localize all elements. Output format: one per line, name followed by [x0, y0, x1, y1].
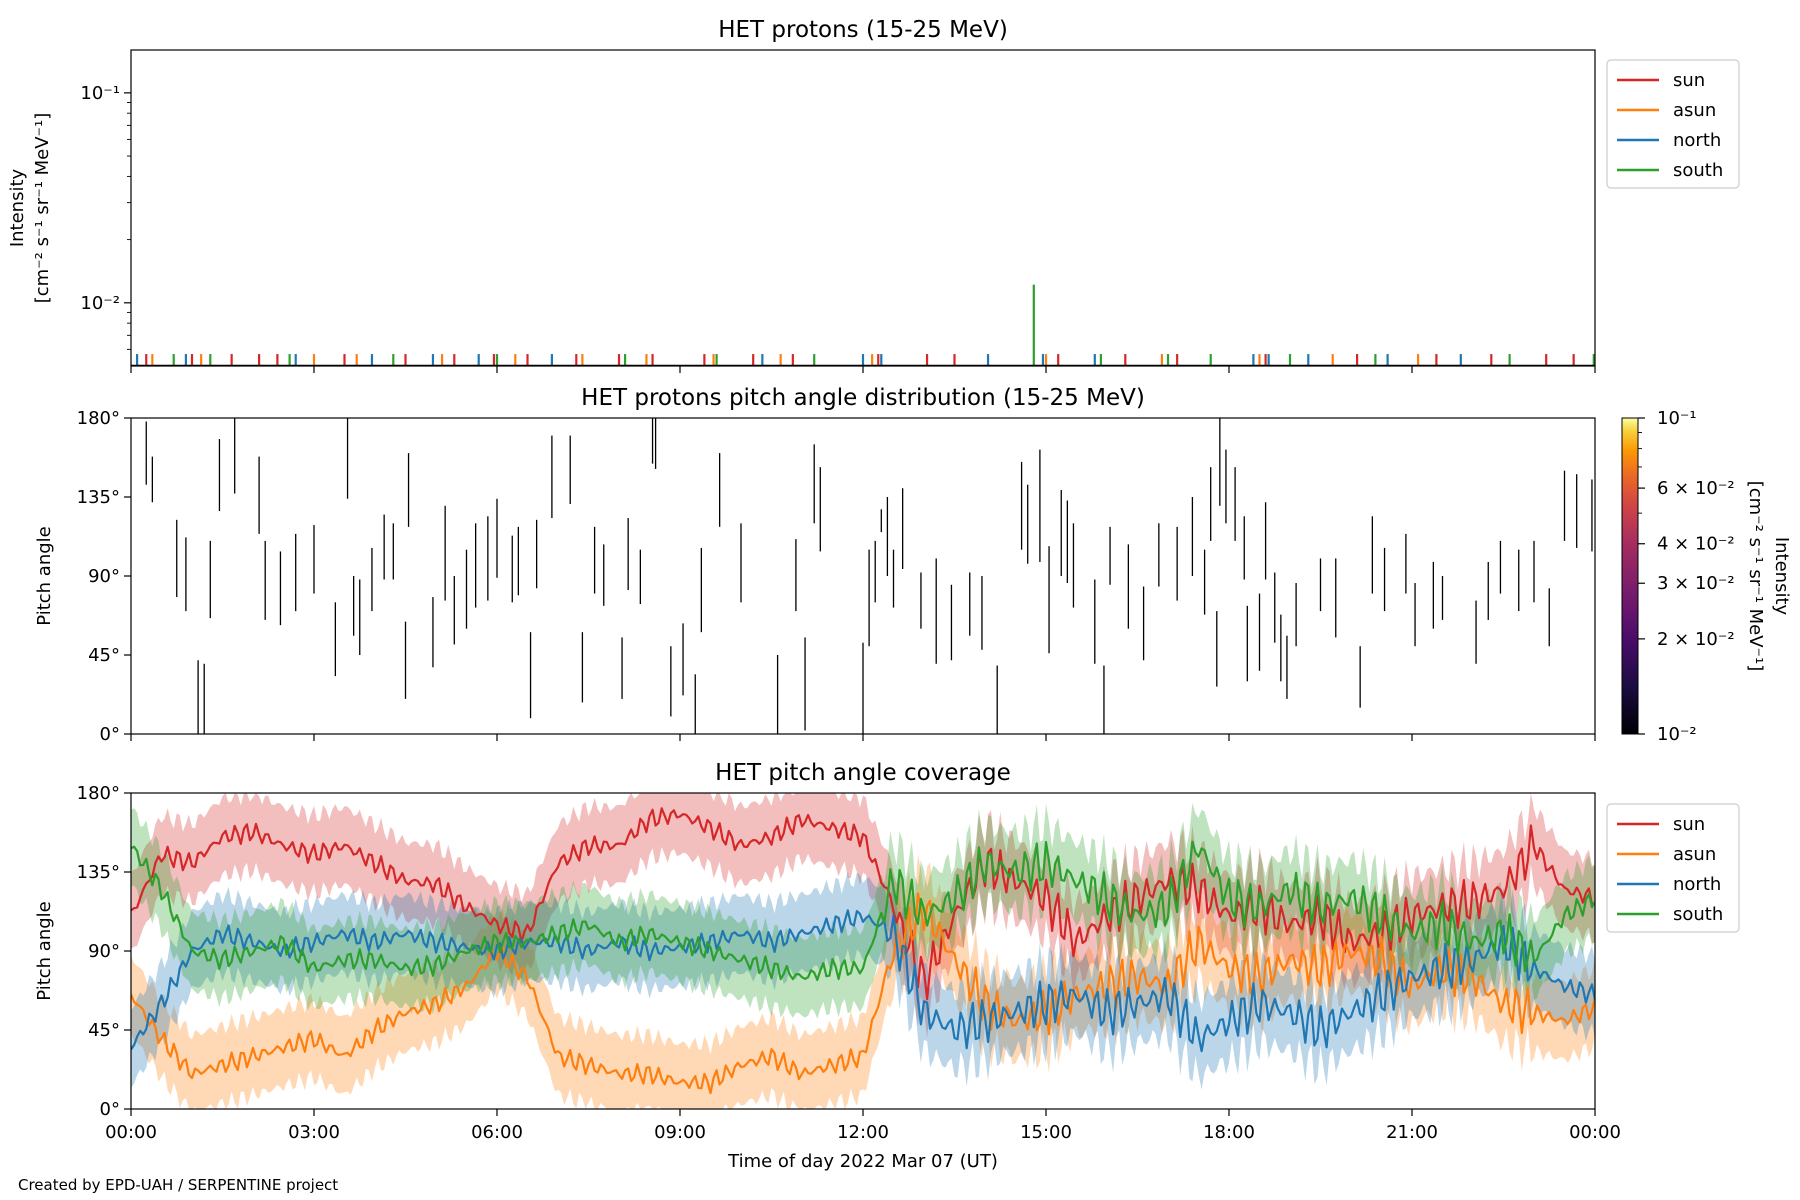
panel1-plot-area	[131, 284, 1595, 366]
x-tick-label: 21:00	[1386, 1122, 1438, 1143]
legend-label-north: north	[1673, 874, 1721, 895]
x-tick-label: 09:00	[654, 1122, 706, 1143]
credit-text: Created by EPD-UAH / SERPENTINE project	[18, 1176, 338, 1194]
panel3-plot-area	[131, 793, 1595, 1109]
x-axis: 00:00 03:00 06:00 09:00 12:00 15:00 18:00 21:00…	[105, 366, 1621, 1143]
panel3-ytick-label: 135°	[77, 862, 120, 883]
panel3-legend: sun asun north south	[1606, 803, 1740, 933]
panel2-ylabel: Pitch angle	[34, 526, 55, 625]
panel2-y-axis: 0° 45° 90° 135° 180°	[77, 408, 131, 745]
colorbar-tick-label: 10⁻²	[1657, 724, 1697, 745]
x-tick-label: 00:00	[105, 1122, 157, 1143]
panel2-plot-area	[145, 418, 1593, 734]
panel2-ytick-label: 45°	[88, 645, 120, 666]
legend-label-asun: asun	[1673, 844, 1716, 865]
coverage-line-south	[131, 840, 1595, 982]
x-tick-label: 06:00	[471, 1122, 523, 1143]
colorbar-units: [cm⁻² s⁻¹ sr⁻¹ MeV⁻¹]	[1745, 481, 1766, 672]
panel1: 10⁻² 10⁻¹ Intensity [cm⁻² s⁻¹ sr⁻¹ MeV⁻¹]…	[7, 49, 1740, 367]
panel1-legend: sun asun north south	[1606, 59, 1740, 189]
panel1-ytick-label: 10⁻¹	[80, 83, 120, 104]
panel1-frame	[130, 49, 1596, 367]
coverage-band-asun	[131, 854, 1595, 1109]
colorbar-tick-label: 2 × 10⁻²	[1657, 629, 1735, 650]
colorbar-tick-label: 3 × 10⁻²	[1657, 573, 1735, 594]
panel2-title: HET protons pitch angle distribution (15…	[581, 385, 1145, 411]
panel3-ytick-label: 45°	[88, 1020, 120, 1041]
panel2: 0° 45° 90° 135° 180° Pitch angle 10⁻² 2 × 10⁻…	[34, 408, 1792, 745]
colorbar-gradient	[1621, 417, 1639, 735]
panel3-ylabel: Pitch angle	[34, 901, 55, 1000]
colorbar: 10⁻² 2 × 10⁻² 3 × 10⁻² 4 × 10⁻² 6 × 10⁻² 10⁻¹…	[1621, 408, 1792, 745]
colorbar-tick-label: 4 × 10⁻²	[1657, 534, 1735, 555]
panel3-ytick-label: 180°	[77, 783, 120, 804]
legend-label-south: south	[1673, 160, 1723, 181]
legend-box	[1606, 803, 1740, 933]
legend-label-north: north	[1673, 130, 1721, 151]
coverage-line-asun	[131, 892, 1595, 1095]
panel3-ytick-label: 90°	[88, 941, 120, 962]
x-tick-label: 00:00	[1569, 1122, 1621, 1143]
x-tick-label: 03:00	[288, 1122, 340, 1143]
coverage-band-north	[131, 871, 1595, 1090]
panel3-title: HET pitch angle coverage	[715, 760, 1011, 786]
panel1-ylabel-line1: Intensity	[7, 168, 28, 247]
x-tick-label: 15:00	[1020, 1122, 1072, 1143]
panel2-ytick-label: 180°	[77, 408, 120, 429]
panel3-y-axis: 0° 45° 90° 135° 180°	[77, 783, 131, 1120]
legend-label-sun: sun	[1673, 814, 1705, 835]
colorbar-label: Intensity	[1771, 537, 1792, 616]
x-tick-label: 18:00	[1203, 1122, 1255, 1143]
panel1-ytick-label: 10⁻²	[80, 293, 120, 314]
panel2-ytick-label: 0°	[100, 724, 120, 745]
x-axis-label: Time of day 2022 Mar 07 (UT)	[727, 1151, 998, 1172]
panel1-title: HET protons (15-25 MeV)	[718, 17, 1008, 43]
x-tick-label: 12:00	[837, 1122, 889, 1143]
panel1-ylabel-line2: [cm⁻² s⁻¹ sr⁻¹ MeV⁻¹]	[32, 113, 53, 304]
legend-label-south: south	[1673, 904, 1723, 925]
panel1-y-axis: 10⁻² 10⁻¹	[80, 83, 131, 350]
colorbar-tick-label: 10⁻¹	[1657, 408, 1697, 429]
coverage-band-south	[131, 802, 1595, 1019]
legend-box	[1606, 59, 1740, 189]
legend-label-sun: sun	[1673, 70, 1705, 91]
panel3-ytick-label: 0°	[100, 1099, 120, 1120]
colorbar-ticks: 10⁻² 2 × 10⁻² 3 × 10⁻² 4 × 10⁻² 6 × 10⁻² 10⁻¹	[1638, 408, 1735, 745]
panel3: 0° 45° 90° 135° 180° Pitch angle sun asun nort…	[34, 783, 1740, 1120]
coverage-line-north	[131, 909, 1595, 1053]
panel2-ytick-label: 90°	[88, 566, 120, 587]
colorbar-tick-label: 6 × 10⁻²	[1657, 478, 1735, 499]
legend-label-asun: asun	[1673, 100, 1716, 121]
coverage-line-sun	[131, 807, 1595, 1001]
panel2-ytick-label: 135°	[77, 487, 120, 508]
